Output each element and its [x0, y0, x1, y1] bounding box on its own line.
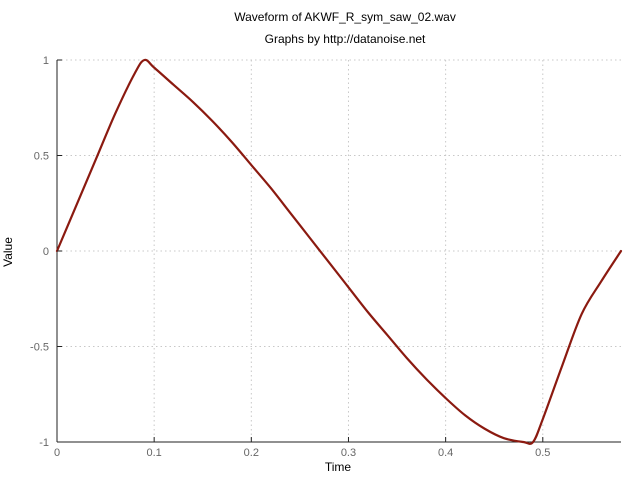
x-tick-label: 0.4: [438, 447, 453, 459]
y-tick-label: 0: [43, 246, 49, 258]
x-tick-label: 0.1: [147, 447, 162, 459]
series-layer: [55, 58, 623, 445]
x-axis-ticks: 0 0.1 0.2 0.3 0.4 0.5: [54, 437, 550, 459]
y-tick-label: 1: [43, 55, 49, 67]
x-tick-label: 0.2: [244, 447, 259, 459]
x-axis-label: Time: [325, 460, 352, 474]
y-axis-ticks: 1 0.5 0 -0.5 -1: [30, 55, 62, 449]
grid: [56, 59, 621, 443]
x-tick-label: 0.5: [535, 447, 550, 459]
x-tick-label: 0.3: [341, 447, 356, 459]
y-tick-label: -0.5: [30, 342, 49, 354]
waveform-line: [55, 58, 623, 445]
chart-title: Waveform of AKWF_R_sym_saw_02.wav: [234, 10, 456, 24]
chart-subtitle: Graphs by http://datanoise.net: [265, 32, 426, 46]
y-axis-label: Value: [1, 237, 15, 267]
y-tick-label: 0.5: [34, 151, 49, 163]
y-tick-label: -1: [39, 437, 49, 449]
x-tick-label: 0: [54, 447, 60, 459]
plot-frame: [56, 60, 621, 443]
